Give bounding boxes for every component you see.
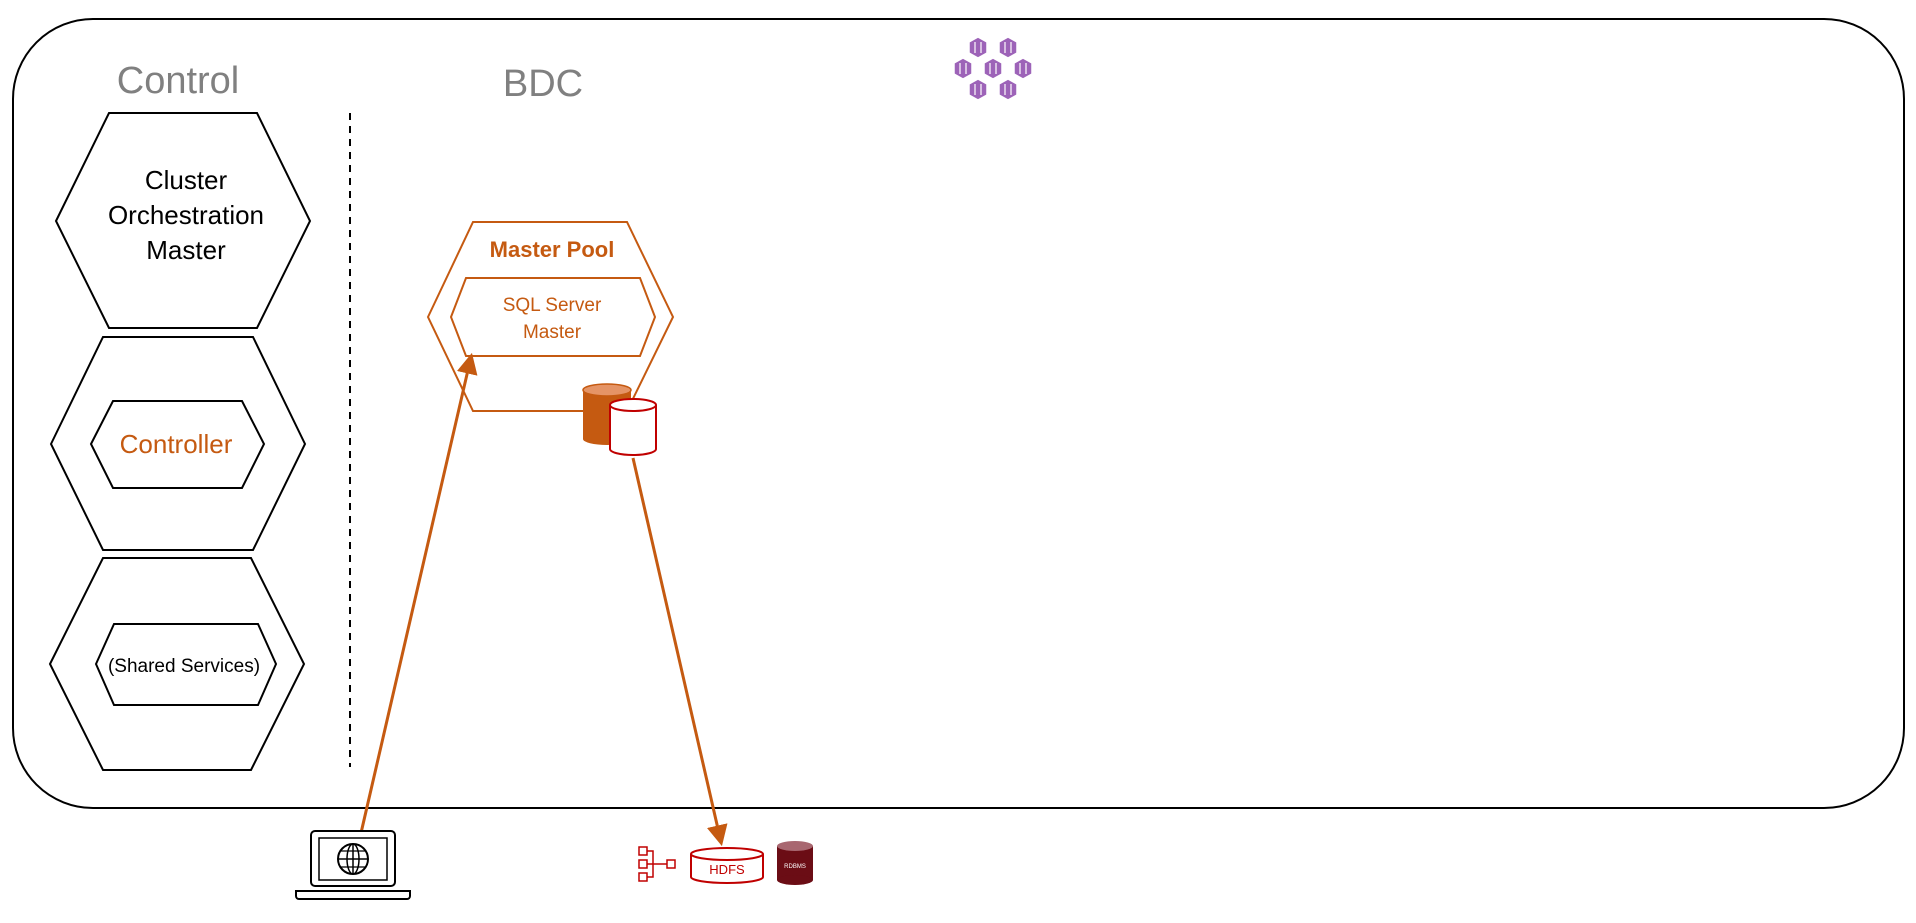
storage-to-hdfs-arrow xyxy=(631,457,728,847)
kubernetes-containers-icon xyxy=(953,36,1033,101)
cluster-orchestration-master-node: Cluster Orchestration Master xyxy=(54,112,312,329)
cluster-boundary xyxy=(12,18,1905,809)
shared-services-label: (Shared Services) xyxy=(108,656,260,677)
cluster-master-label-line3: Master xyxy=(146,235,226,265)
client-to-sql-master-arrow xyxy=(359,352,478,834)
hierarchy-icon xyxy=(638,846,676,882)
master-pool-title: Master Pool xyxy=(490,237,615,262)
rdbms-label: RDBMS xyxy=(784,864,806,870)
hdfs-label: HDFS xyxy=(709,862,745,877)
sql-server-label-line2: Master xyxy=(523,322,582,343)
controller-node: Controller xyxy=(49,336,307,551)
master-pool-node: Master Pool SQL Server Master xyxy=(426,221,675,412)
cluster-master-label-line2: Orchestration xyxy=(108,200,264,230)
database-pair-icon xyxy=(582,383,657,456)
rdbms-database: RDBMS xyxy=(777,841,813,885)
cluster-master-label-line1: Cluster xyxy=(145,165,228,195)
sql-server-label-line1: SQL Server xyxy=(503,295,602,316)
control-title: Control xyxy=(117,60,240,102)
shared-services-node: (Shared Services) xyxy=(48,557,306,771)
sql-server-master-node: SQL Server Master xyxy=(449,277,657,357)
controller-label: Controller xyxy=(120,429,233,459)
hdfs-storage: HDFS xyxy=(690,847,764,884)
bdc-title: BDC xyxy=(503,63,583,105)
laptop-globe-icon xyxy=(295,830,411,900)
